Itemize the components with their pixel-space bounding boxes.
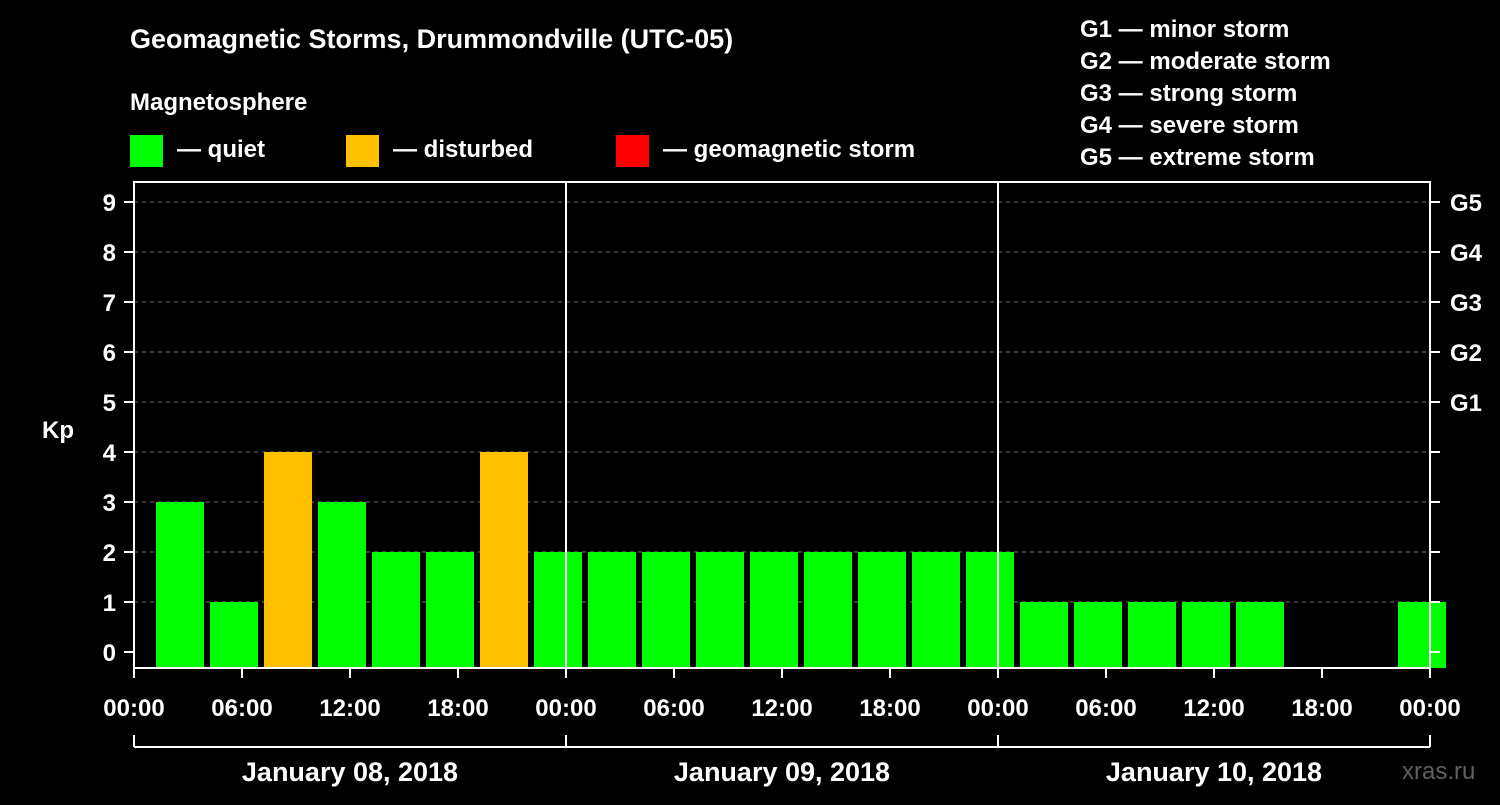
g-level-label: G5 [1450,190,1482,217]
x-tick-label: 06:00 [643,695,704,722]
x-tick-label: 18:00 [1291,695,1352,722]
kp-bar [1236,602,1284,668]
kp-bar [588,552,636,668]
date-label: January 10, 2018 [1106,757,1322,787]
kp-bar [480,452,528,668]
x-tick-label: 06:00 [1075,695,1136,722]
date-label: January 08, 2018 [242,757,458,787]
y-tick-label: 8 [103,240,116,267]
kp-bar [966,552,1014,668]
kp-bar [1398,602,1446,668]
y-tick-label: 6 [103,340,116,367]
x-tick-label: 00:00 [1399,695,1460,722]
storm-scale-g4: G4 — severe storm [1080,112,1299,139]
kp-bar [642,552,690,668]
kp-bar [534,552,582,668]
kp-bar [804,552,852,668]
storm-scale-g2: G2 — moderate storm [1080,48,1331,75]
kp-bar [210,602,258,668]
y-axis-label: Kp [42,417,74,444]
legend-swatch-storm [616,135,649,167]
kp-bar [1020,602,1068,668]
y-tick-label: 0 [103,640,116,667]
g-level-label: G1 [1450,390,1482,417]
legend-swatch-disturbed [346,135,379,167]
kp-bar [750,552,798,668]
chart-title: Geomagnetic Storms, Drummondville (UTC-0… [130,24,733,54]
y-tick-label: 9 [103,190,116,217]
storm-scale-g5: G5 — extreme storm [1080,144,1315,171]
kp-bar [318,502,366,668]
kp-bar [1128,602,1176,668]
watermark: xras.ru [1402,758,1475,785]
x-tick-label: 12:00 [1183,695,1244,722]
kp-bar [858,552,906,668]
y-tick-label: 7 [103,290,116,317]
legend-label-quiet: — quiet [177,136,265,163]
x-tick-label: 00:00 [535,695,596,722]
x-tick-label: 00:00 [103,695,164,722]
g-level-label: G3 [1450,290,1482,317]
x-tick-label: 12:00 [751,695,812,722]
x-tick-label: 18:00 [859,695,920,722]
kp-bar [696,552,744,668]
kp-bar [156,502,204,668]
y-tick-label: 1 [103,590,116,617]
x-tick-label: 00:00 [967,695,1028,722]
plot-area: 0 1 2 3 4 5 6 7 8 9 G1 G2 G3 G4 G5 00:00 06:00 12:00 18:00… [103,181,1483,787]
y-tick-label: 2 [103,540,116,567]
y-tick-label: 3 [103,490,116,517]
kp-bar [1182,602,1230,668]
kp-bar [1074,602,1122,668]
g-level-label: G4 [1450,240,1483,267]
storm-scale-g3: G3 — strong storm [1080,80,1297,107]
kp-bar [372,552,420,668]
x-tick-label: 18:00 [427,695,488,722]
legend-swatch-quiet [130,135,163,167]
kp-bar [912,552,960,668]
y-tick-label: 5 [103,390,116,417]
legend-label-disturbed: — disturbed [393,136,533,163]
kp-bar [426,552,474,668]
g-level-label: G2 [1450,340,1482,367]
y-tick-label: 4 [103,440,117,467]
legend-label-storm: — geomagnetic storm [663,136,915,163]
x-tick-label: 12:00 [319,695,380,722]
x-tick-label: 06:00 [211,695,272,722]
legend-heading: Magnetosphere [130,89,307,116]
date-label: January 09, 2018 [674,757,890,787]
storm-scale-g1: G1 — minor storm [1080,16,1289,43]
kp-bar [264,452,312,668]
